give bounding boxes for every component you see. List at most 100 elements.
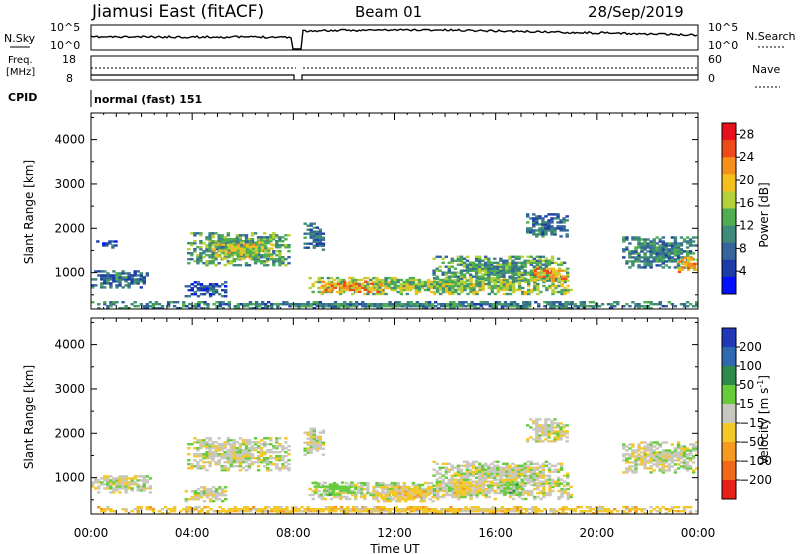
echo-cell	[676, 248, 681, 251]
echo-cell	[366, 282, 370, 286]
echo-cell	[200, 307, 204, 310]
echo-cell	[399, 282, 403, 286]
echo-cell	[459, 485, 463, 488]
echo-cell	[233, 508, 237, 511]
echo-cell	[517, 282, 522, 286]
echo-cell	[245, 245, 250, 248]
echo-cell	[487, 261, 491, 264]
echo-cell	[610, 512, 614, 515]
echo-cell	[394, 303, 398, 306]
echo-cell	[667, 266, 672, 269]
echo-cell	[244, 465, 249, 468]
echo-cell	[543, 301, 547, 304]
echo-cell	[360, 495, 364, 499]
echo-cell	[376, 492, 381, 495]
echo-cell	[451, 493, 455, 497]
echo-cell	[214, 463, 218, 466]
echo-cell	[370, 282, 374, 285]
echo-cell	[655, 443, 659, 446]
echo-cell	[329, 280, 334, 284]
echo-cell	[502, 280, 507, 284]
echo-cell	[640, 451, 644, 454]
echo-cell	[505, 464, 509, 467]
echo-cell	[208, 289, 213, 292]
echo-cell	[465, 468, 470, 471]
echo-cell	[553, 422, 557, 425]
echo-cell	[235, 252, 240, 255]
echo-cell	[493, 472, 497, 475]
echo-cell	[223, 244, 227, 247]
echo-cell	[682, 250, 687, 253]
echo-cell	[306, 433, 310, 436]
echo-cell	[478, 255, 482, 258]
echo-cell	[658, 453, 662, 456]
echo-cell	[494, 301, 499, 304]
echo-cell	[515, 489, 519, 492]
echo-cell	[203, 301, 207, 304]
echo-cell	[256, 258, 261, 261]
echo-cell	[388, 496, 393, 499]
echo-cell	[425, 488, 429, 491]
echo-region	[184, 486, 228, 503]
echo-cell	[306, 451, 310, 454]
echo-cell	[266, 260, 270, 263]
echo-cell	[402, 483, 406, 487]
echo-cell	[349, 303, 353, 306]
echo-cell	[340, 481, 345, 484]
echo-cell	[566, 472, 570, 475]
echo-cell	[471, 265, 476, 268]
echo-cell	[511, 470, 515, 473]
echo-cell	[218, 506, 222, 509]
echo-cell	[637, 242, 641, 245]
echo-cell	[318, 232, 322, 235]
echo-cell	[453, 267, 458, 270]
echo-cell	[692, 262, 697, 266]
echo-cell	[287, 234, 291, 237]
echo-cell	[457, 292, 461, 296]
echo-cell	[223, 238, 227, 241]
echo-cell	[673, 236, 678, 239]
echo-cell	[606, 510, 611, 513]
echo-cell	[136, 278, 140, 281]
echo-cell	[427, 510, 432, 513]
echo-cell	[112, 303, 116, 306]
echo-cell	[478, 257, 482, 260]
echo-cell	[278, 451, 282, 454]
echo-cell	[506, 491, 510, 494]
echo-cell	[637, 254, 641, 257]
echo-cell	[331, 493, 336, 496]
echo-cell	[208, 262, 212, 265]
echo-cell	[458, 510, 462, 513]
echo-cell	[384, 278, 388, 282]
echo-cell	[456, 478, 461, 481]
echo-cell	[333, 510, 338, 513]
colorbar-segment	[722, 276, 736, 295]
echo-cell	[570, 307, 574, 310]
echo-cell	[547, 434, 551, 437]
echo-cell	[235, 240, 240, 243]
echo-cell	[241, 254, 246, 257]
echo-cell	[411, 286, 416, 290]
echo-cell	[499, 487, 504, 491]
echo-cell	[160, 305, 165, 308]
echo-cell	[266, 463, 270, 466]
echo-cell	[679, 303, 684, 306]
echo-cell	[529, 279, 533, 282]
echo-cell	[502, 265, 506, 268]
echo-cell	[112, 481, 116, 484]
echo-cell	[439, 495, 443, 499]
echo-cell	[419, 496, 423, 499]
echo-cell	[317, 493, 321, 497]
echo-cell	[670, 459, 675, 462]
echo-cell	[244, 441, 249, 444]
echo-cell	[557, 269, 562, 272]
echo-cell	[254, 241, 259, 244]
echo-cell	[447, 480, 451, 483]
echo-cell	[542, 279, 547, 282]
echo-cell	[267, 255, 271, 258]
echo-cell	[529, 460, 533, 463]
echo-cell	[670, 457, 675, 460]
echo-cell	[517, 280, 522, 284]
echo-cell	[221, 500, 225, 503]
echo-cell	[193, 465, 197, 468]
